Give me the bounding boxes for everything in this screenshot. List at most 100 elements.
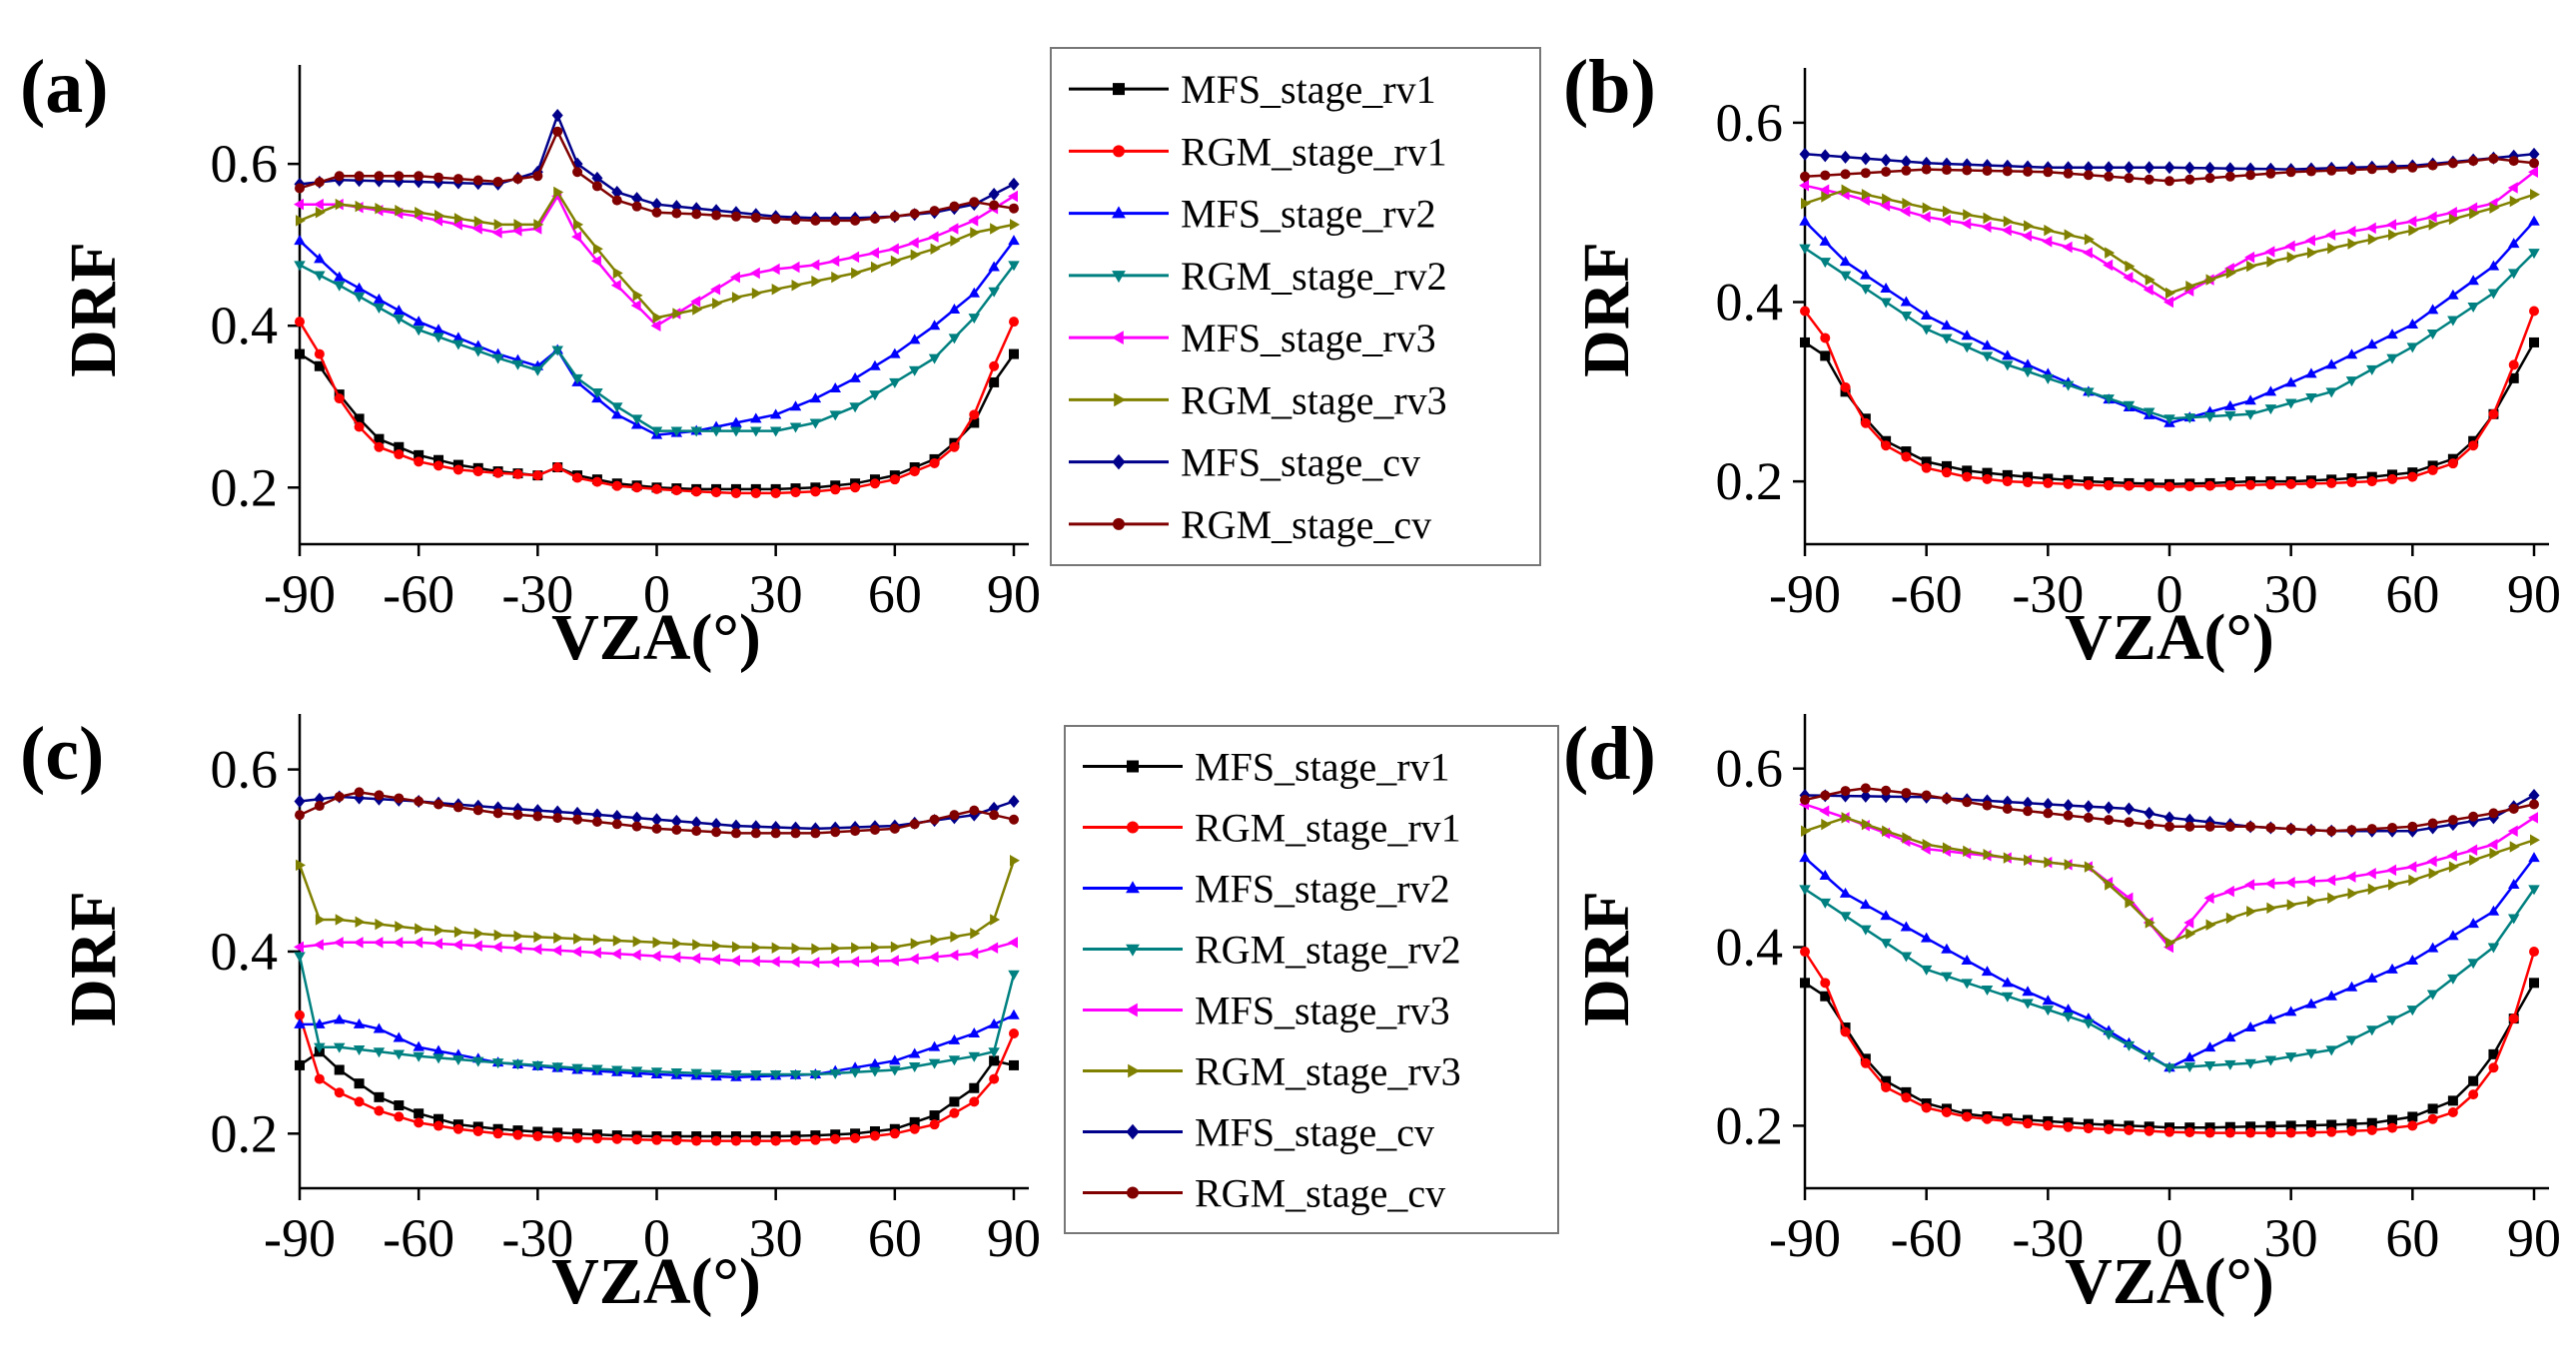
data-point [1981, 966, 1994, 977]
data-point [1009, 203, 1019, 214]
data-point [2225, 912, 2236, 925]
data-point [2530, 189, 2540, 201]
data-point [2183, 161, 2195, 175]
data-point [1799, 180, 1809, 192]
data-point [2469, 854, 2480, 867]
x-tick-label: -30 [501, 564, 573, 624]
data-point [2002, 977, 2014, 988]
data-point [730, 416, 742, 427]
data-point [2345, 226, 2356, 238]
data-point [2529, 158, 2539, 169]
data-point [631, 821, 642, 832]
x-tick-label: 0 [2156, 564, 2183, 624]
data-point [2447, 815, 2458, 826]
data-point [1880, 910, 1892, 921]
data-point [1800, 306, 1810, 317]
data-point [1841, 184, 1852, 197]
data-point [809, 418, 822, 429]
data-point [831, 943, 842, 955]
data-point [1010, 855, 1020, 867]
data-point [374, 790, 385, 801]
data-point [1821, 818, 1832, 831]
data-point [2244, 251, 2255, 264]
data-point [2265, 822, 2276, 833]
data-point [452, 802, 463, 813]
data-point [1801, 825, 1811, 838]
legend-entry: RGM_stage_rv3 [1069, 377, 1447, 422]
data-point [988, 1047, 1000, 1058]
data-point [790, 487, 801, 498]
legend: MFS_stage_rv1 RGM_stage_rv1 MFS_stage_rv2 R… [1064, 725, 1559, 1234]
data-point [811, 943, 822, 955]
x-tick-label: -90 [1769, 1208, 1841, 1268]
data-point [889, 1054, 901, 1065]
data-point [2125, 260, 2136, 273]
data-point [314, 1017, 326, 1028]
x-tick-label: -90 [1769, 564, 1841, 624]
data-point [1981, 221, 1992, 234]
data-point [1799, 147, 1811, 161]
x-tick-label: -60 [383, 564, 454, 624]
data-point [531, 943, 542, 956]
data-point [611, 186, 623, 199]
data-point [770, 828, 781, 839]
data-point [2002, 360, 2014, 371]
x-tick-label: 90 [987, 1208, 1041, 1268]
data-point [769, 1070, 782, 1081]
data-point [2346, 1118, 2357, 1129]
data-point [2488, 153, 2499, 164]
data-point [2042, 373, 2055, 384]
data-point [868, 955, 879, 968]
data-point [2325, 358, 2337, 369]
data-point [433, 460, 444, 471]
data-point [2427, 818, 2438, 829]
data-point [2386, 963, 2398, 974]
data-point [829, 410, 841, 421]
data-point [948, 1055, 961, 1066]
data-point [1881, 166, 1892, 177]
data-point [374, 171, 385, 182]
data-point [294, 198, 304, 211]
data-point [2023, 166, 2034, 177]
data-point [2325, 874, 2336, 887]
data-point [591, 1064, 603, 1075]
series-RGM_stage_rv3 [1801, 184, 2540, 300]
data-point [2365, 868, 2376, 880]
data-point [415, 207, 426, 219]
data-point [1882, 193, 1893, 205]
data-point [949, 201, 960, 212]
data-point [2204, 1127, 2215, 1138]
x-axis-title: VZA(°) [551, 1245, 761, 1318]
data-point [2286, 899, 2297, 911]
data-point [1901, 788, 1912, 799]
data-point [492, 808, 503, 819]
data-point [869, 478, 880, 489]
data-point [2346, 1125, 2357, 1136]
data-point [2084, 861, 2095, 873]
data-point [2446, 850, 2457, 862]
data-point [2224, 162, 2236, 176]
data-point [948, 304, 961, 314]
series-RGM_stage_cv [1800, 783, 2539, 837]
series-RGM_stage_rv2 [294, 952, 1020, 1081]
data-point [2145, 274, 2155, 286]
data-point [393, 1031, 406, 1042]
data-point [2468, 1089, 2479, 1100]
data-point [829, 255, 840, 268]
data-point [789, 261, 800, 274]
data-point [354, 787, 365, 798]
data-point [2083, 170, 2094, 181]
data-point [1983, 849, 1994, 861]
data-point [710, 1069, 722, 1080]
data-point [2487, 260, 2500, 271]
legend-label: RGM_stage_rv1 [1195, 806, 1461, 851]
data-point [2407, 162, 2418, 173]
data-point [2447, 1106, 2458, 1117]
data-point [908, 1047, 921, 1058]
data-point [1840, 381, 1851, 392]
data-point [552, 1131, 563, 1142]
data-point [829, 1068, 841, 1079]
data-point [830, 827, 841, 838]
data-point [2284, 398, 2297, 409]
legend: MFS_stage_rv1 RGM_stage_rv1 MFS_stage_rv2 R… [1050, 47, 1541, 566]
